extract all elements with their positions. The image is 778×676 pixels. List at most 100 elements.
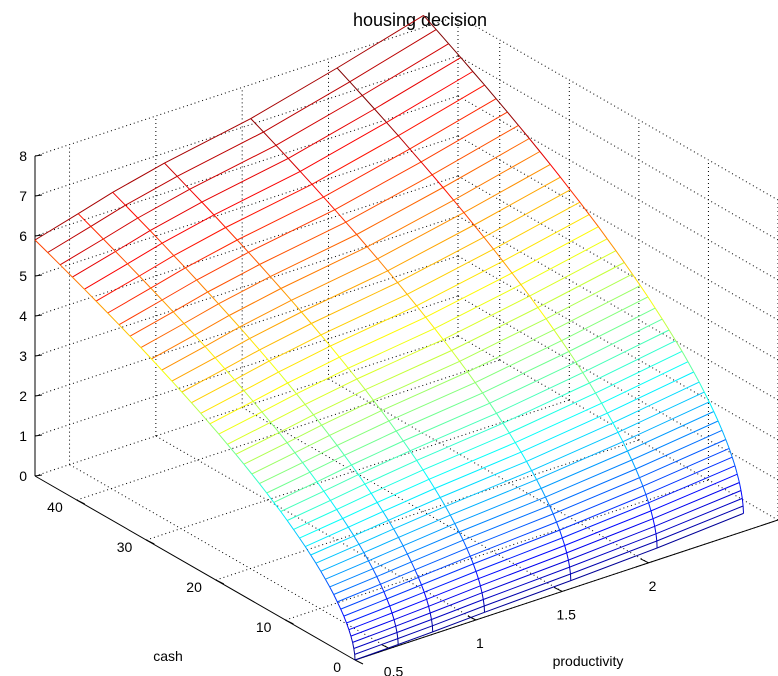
grid-line-prod-floor bbox=[155, 435, 477, 621]
mesh-line-productivity bbox=[320, 571, 326, 580]
mesh-line-productivity bbox=[655, 533, 658, 542]
mesh-line-productivity bbox=[280, 511, 288, 521]
mesh-line-productivity bbox=[717, 420, 723, 431]
mesh-line-productivity bbox=[529, 295, 539, 308]
mesh-line-productivity bbox=[278, 432, 288, 444]
mesh-line-productivity bbox=[537, 307, 547, 319]
mesh-line-productivity bbox=[164, 162, 178, 177]
mesh-line-productivity bbox=[451, 350, 461, 362]
mesh-line-productivity bbox=[304, 404, 314, 416]
mesh-line-productivity bbox=[315, 562, 322, 572]
mesh-line-productivity bbox=[172, 311, 185, 324]
mesh-line-productivity bbox=[228, 315, 240, 328]
mesh-line-productivity bbox=[234, 379, 245, 391]
mesh-line-productivity bbox=[639, 477, 644, 487]
mesh-line-productivity bbox=[623, 262, 633, 275]
cash-tick-label: 0 bbox=[333, 659, 341, 675]
mesh-line-cash bbox=[346, 465, 736, 624]
mesh-line-productivity bbox=[357, 474, 366, 485]
mesh-line-productivity bbox=[462, 539, 468, 549]
grid-layer bbox=[34, 15, 778, 661]
mesh-line-cash bbox=[95, 84, 485, 302]
mesh-line-cash bbox=[348, 473, 738, 631]
mesh-line-productivity bbox=[483, 236, 494, 250]
mesh-line-productivity bbox=[386, 122, 399, 137]
mesh-line-cash bbox=[140, 138, 530, 349]
mesh-line-productivity bbox=[736, 474, 740, 483]
mesh-line-productivity bbox=[508, 432, 516, 443]
mesh-line-cash bbox=[191, 201, 581, 404]
mesh-line-productivity bbox=[502, 260, 513, 274]
mesh-line-productivity bbox=[115, 251, 128, 265]
mesh-line-productivity bbox=[650, 510, 654, 519]
mesh-line-productivity bbox=[218, 303, 230, 316]
mesh-line-productivity bbox=[151, 358, 163, 371]
mesh-line-productivity bbox=[725, 439, 730, 449]
mesh-line-productivity bbox=[552, 513, 557, 523]
mesh-line-productivity bbox=[449, 514, 456, 524]
mesh-line-productivity bbox=[137, 217, 151, 231]
mesh-line-productivity bbox=[477, 578, 481, 586]
grid-line-z bbox=[34, 255, 459, 397]
cash-axis-line bbox=[34, 475, 356, 661]
mesh-line-productivity bbox=[738, 482, 742, 491]
mesh-line-productivity bbox=[511, 272, 522, 285]
mesh-line-productivity bbox=[311, 183, 324, 198]
mesh-line-productivity bbox=[431, 174, 444, 188]
mesh-line-productivity bbox=[520, 451, 527, 462]
mesh-line-productivity bbox=[395, 626, 398, 633]
mesh-line-productivity bbox=[301, 311, 312, 324]
mesh-line-productivity bbox=[514, 442, 522, 453]
z-tick-mark bbox=[34, 394, 43, 397]
mesh-line-productivity bbox=[545, 496, 550, 506]
mesh-line-productivity bbox=[161, 299, 174, 313]
mesh-line-productivity bbox=[444, 506, 451, 516]
mesh-line-productivity bbox=[366, 246, 378, 260]
mesh-line-productivity bbox=[343, 455, 352, 466]
productivity-tick-label: 2 bbox=[649, 578, 657, 594]
mesh-line-productivity bbox=[567, 560, 571, 568]
mesh-line-productivity bbox=[127, 263, 140, 277]
grid-line-z bbox=[34, 55, 459, 197]
mesh-line-productivity bbox=[435, 29, 449, 45]
mesh-line-productivity bbox=[194, 334, 206, 347]
mesh-line-productivity bbox=[482, 599, 485, 607]
mesh-line-productivity bbox=[648, 502, 652, 512]
mesh-line-productivity bbox=[129, 335, 142, 348]
y-axis-label: cash bbox=[153, 648, 183, 664]
mesh-line-cash bbox=[310, 381, 700, 556]
mesh-line-productivity bbox=[467, 371, 476, 383]
mesh-line-productivity bbox=[406, 293, 417, 307]
mesh-line-productivity bbox=[59, 264, 73, 278]
mesh-line-productivity bbox=[95, 300, 109, 314]
mesh-line-productivity bbox=[409, 148, 422, 163]
grid-line-prod-floor bbox=[241, 406, 563, 592]
mesh-line-productivity bbox=[310, 554, 317, 564]
mesh-line-productivity bbox=[627, 450, 633, 461]
mesh-line-cash bbox=[350, 482, 740, 637]
mesh-line-productivity bbox=[426, 599, 430, 607]
mesh-line-cash bbox=[293, 350, 683, 530]
mesh-line-productivity bbox=[373, 399, 382, 412]
mesh-line-productivity bbox=[361, 95, 375, 110]
mesh-line-productivity bbox=[472, 563, 477, 572]
mesh-line-productivity bbox=[387, 520, 395, 530]
mesh-line-productivity bbox=[466, 548, 471, 557]
mesh-line-productivity bbox=[200, 412, 211, 425]
mesh-line-productivity bbox=[372, 568, 378, 577]
mesh-line-productivity bbox=[428, 479, 436, 489]
mesh-line-productivity bbox=[575, 361, 584, 373]
mesh-line-productivity bbox=[420, 161, 433, 176]
mesh-line-productivity bbox=[425, 316, 435, 329]
mesh-line-productivity bbox=[496, 413, 504, 424]
mesh-line-productivity bbox=[364, 389, 374, 401]
mesh-line-productivity bbox=[409, 450, 418, 461]
mesh-line-cash bbox=[209, 226, 599, 425]
mesh-line-productivity bbox=[150, 287, 163, 301]
mesh-line-productivity bbox=[320, 334, 331, 347]
mesh-line-productivity bbox=[391, 612, 395, 620]
mesh-line-cash bbox=[129, 124, 519, 337]
mesh-line-productivity bbox=[489, 402, 497, 414]
mesh-line-productivity bbox=[635, 468, 640, 478]
